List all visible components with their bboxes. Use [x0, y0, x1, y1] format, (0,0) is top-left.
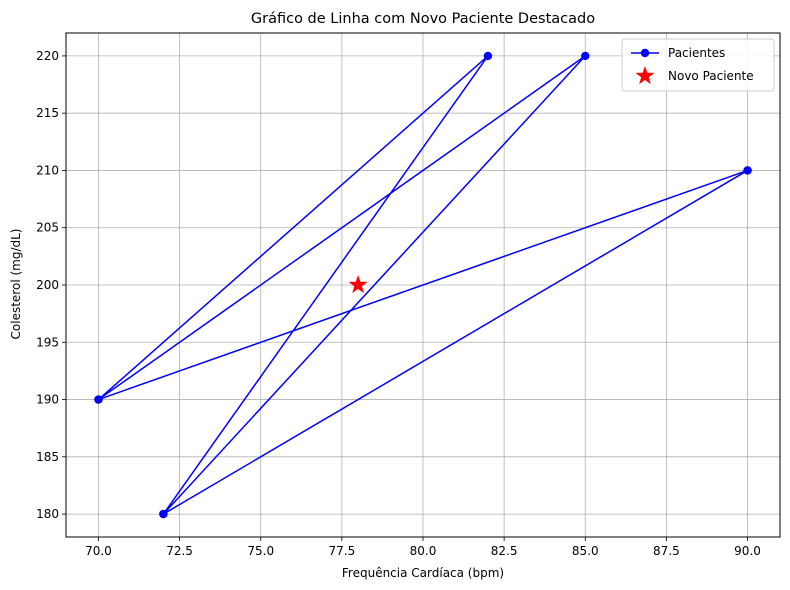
y-ticks-layer: 180 185 190 195 200 205 210 215 220: [36, 49, 66, 521]
data-point-pacientes: [483, 51, 493, 61]
plot-frame: [65, 32, 781, 538]
y-tick-label: 180: [36, 507, 59, 521]
x-axis-label: Frequência Cardíaca (bpm): [342, 566, 504, 580]
x-tick-label: 90.0: [734, 544, 761, 558]
data-point-pacientes: [581, 51, 590, 61]
x-tick-label: 77.5: [329, 544, 356, 558]
data-point-pacientes: [743, 166, 752, 175]
x-tick-label: 82.5: [491, 544, 518, 558]
series-layer: [94, 51, 752, 519]
legend-marker-pacientes: [640, 48, 650, 58]
y-tick-label: 220: [36, 49, 59, 63]
x-tick-label: 70.0: [85, 544, 112, 558]
legend-label: Pacientes: [668, 46, 725, 60]
x-tick-label: 85.0: [572, 544, 599, 558]
legend-box: [621, 38, 775, 92]
series-line-pacientes: [97, 55, 749, 515]
y-tick-label: 215: [36, 106, 59, 120]
data-point-pacientes: [94, 395, 103, 404]
y-tick-label: 195: [36, 335, 59, 349]
data-point-pacientes: [159, 509, 168, 519]
x-tick-label: 87.5: [653, 544, 680, 558]
y-tick-label: 185: [36, 450, 59, 464]
x-ticks-layer: 70.0 72.5 75.0 77.5 80.0 82.5 85.0 87.5 90.0: [85, 537, 761, 558]
legend: Pacientes Novo Paciente: [621, 38, 775, 92]
x-tick-label: 75.0: [247, 544, 274, 558]
chart-title: Gráfico de Linha com Novo Paciente Desta…: [251, 11, 595, 27]
y-tick-label: 190: [36, 393, 59, 407]
y-axis-label: Colesterol (mg/dL): [9, 229, 23, 340]
y-tick-label: 205: [36, 221, 59, 235]
data-point-novo-paciente: [348, 275, 368, 294]
y-tick-label: 200: [36, 278, 59, 292]
y-tick-label: 210: [36, 163, 59, 177]
legend-marker-novo-paciente: [635, 66, 655, 85]
legend-label: Novo Paciente: [668, 69, 754, 83]
x-tick-label: 72.5: [166, 544, 193, 558]
x-tick-label: 80.0: [410, 544, 437, 558]
